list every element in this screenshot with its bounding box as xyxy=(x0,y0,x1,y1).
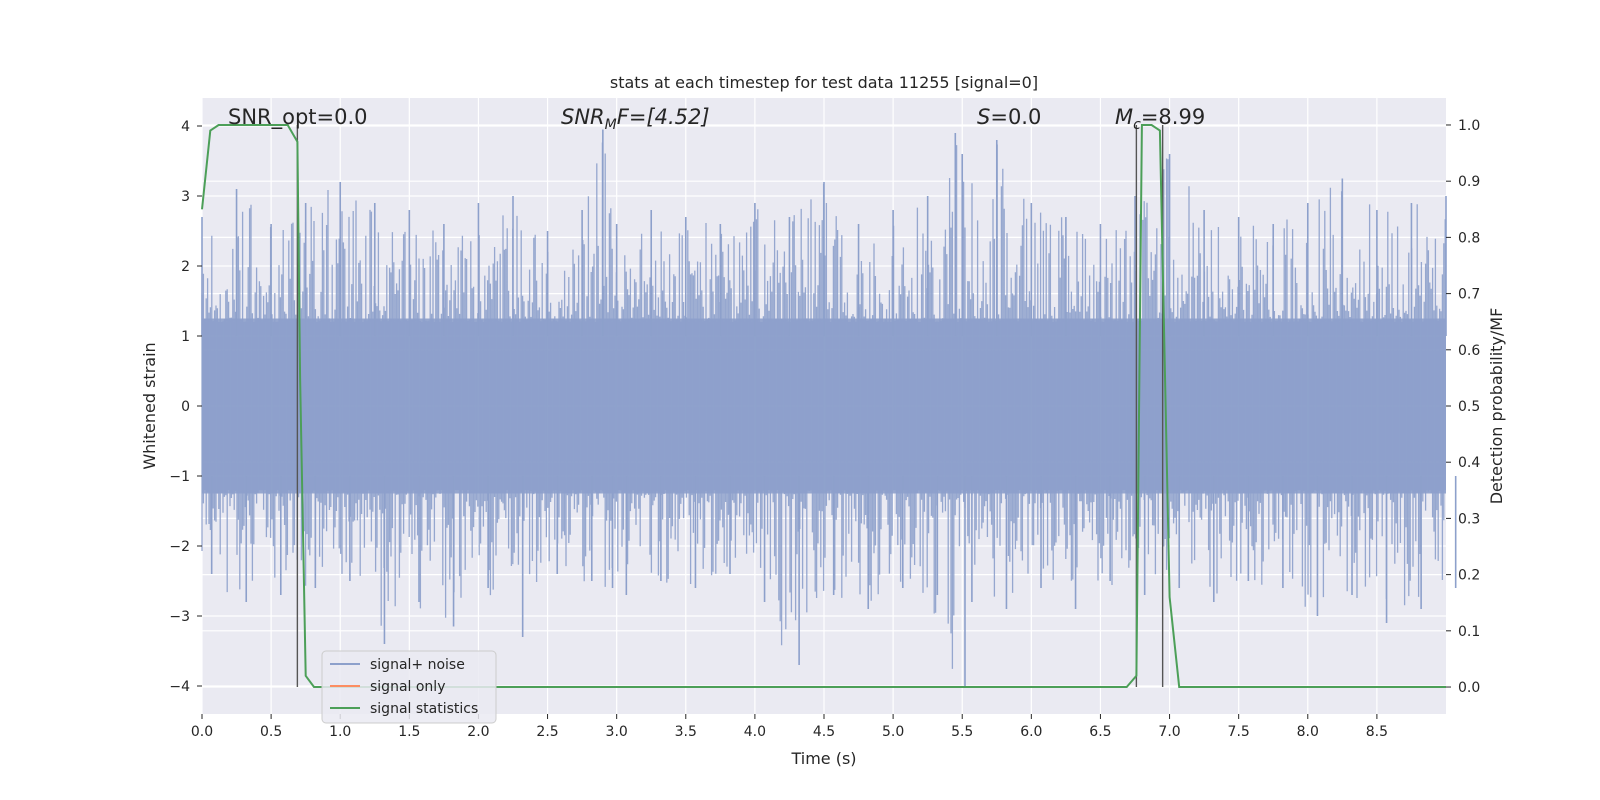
legend-box xyxy=(321,650,497,724)
legend-label-noise: signal+ noise xyxy=(370,657,465,673)
x-tick-label-17: 8.5 xyxy=(1366,724,1388,740)
y-tick-label-7: 3 xyxy=(181,189,190,205)
y2-tick-label-0: 0.0 xyxy=(1458,680,1480,696)
x-tick-label-11: 5.5 xyxy=(951,724,973,740)
x-tick-label-9: 4.5 xyxy=(813,724,835,740)
x-tick-label-4: 2.0 xyxy=(467,724,489,740)
y-tick-label-2: −2 xyxy=(169,539,190,555)
annotation-s-main: S xyxy=(977,105,990,129)
y2-tick-label-6: 0.6 xyxy=(1458,343,1480,359)
x-tick-label-14: 7.0 xyxy=(1158,724,1180,740)
annotation-snr-mf-main: SNR xyxy=(561,105,605,129)
y-tick-label-1: −3 xyxy=(169,609,190,625)
annotation-s: S=0.0 xyxy=(977,105,1041,129)
y2-tick-label-2: 0.2 xyxy=(1458,568,1480,584)
y2-tick-label-4: 0.4 xyxy=(1458,455,1480,471)
x-tick-label-2: 1.0 xyxy=(329,724,351,740)
legend-label-signal-only: signal only xyxy=(370,679,445,695)
y2-axis-ticks: 0.0 0.1 0.2 0.3 0.4 0.5 0.6 0.7 0.8 0.9 1.0 xyxy=(1446,118,1480,696)
chart-title: stats at each timestep for test data 112… xyxy=(610,73,1038,92)
y-tick-label-3: −1 xyxy=(169,469,190,485)
x-tick-label-16: 8.0 xyxy=(1297,724,1319,740)
y-tick-label-4: 0 xyxy=(181,399,190,415)
x-tick-label-6: 3.0 xyxy=(606,724,628,740)
x-tick-label-8: 4.0 xyxy=(744,724,766,740)
x-axis-label: Time (s) xyxy=(790,749,856,768)
y-axis-label: Whitened strain xyxy=(140,342,159,469)
y2-tick-label-10: 1.0 xyxy=(1458,118,1480,134)
x-tick-label-13: 6.5 xyxy=(1089,724,1111,740)
annotation-snr-mf: SNRMF=[4.52] xyxy=(561,105,710,133)
x-tick-label-3: 1.5 xyxy=(398,724,420,740)
y2-tick-label-3: 0.3 xyxy=(1458,511,1480,527)
noise-trace xyxy=(201,142,1446,669)
series-signal-statistics xyxy=(201,124,1446,688)
y2-tick-label-8: 0.8 xyxy=(1458,230,1480,246)
y-tick-label-5: 1 xyxy=(181,329,190,345)
x-tick-label-1: 0.5 xyxy=(260,724,282,740)
annotation-mc-tail: =8.99 xyxy=(1141,105,1205,129)
x-tick-label-0: 0.0 xyxy=(191,724,213,740)
y2-tick-label-9: 0.9 xyxy=(1458,174,1480,190)
annotation-mc: Mc=8.99 xyxy=(1115,105,1205,133)
y2-tick-label-1: 0.1 xyxy=(1458,624,1480,640)
annotation-snr-mf-f: F=[4.52] xyxy=(617,105,710,129)
y2-axis-label: Detection probability/MF xyxy=(1487,308,1506,505)
series-signal-noise xyxy=(201,129,1457,686)
annotation-mc-sub: c xyxy=(1133,117,1141,133)
x-tick-label-5: 2.5 xyxy=(536,724,558,740)
x-tick-label-15: 7.5 xyxy=(1228,724,1250,740)
stats-line xyxy=(201,124,1446,688)
legend: signal+ noise signal only signal statist… xyxy=(321,650,497,724)
x-tick-label-10: 5.0 xyxy=(882,724,904,740)
legend-label-stats: signal statistics xyxy=(370,701,478,717)
annotation-mc-main: M xyxy=(1115,105,1133,129)
annotation-snr-opt: SNR_opt=0.0 xyxy=(228,105,368,130)
x-tick-label-7: 3.5 xyxy=(675,724,697,740)
y-axis-ticks: −4 −3 −2 −1 0 1 2 3 4 xyxy=(169,119,202,695)
annotation-s-tail: =0.0 xyxy=(990,105,1041,129)
y-tick-label-6: 2 xyxy=(181,259,190,275)
y2-tick-label-5: 0.5 xyxy=(1458,399,1480,415)
annotation-snr-mf-sub: M xyxy=(605,117,617,133)
y-tick-label-0: −4 xyxy=(169,679,190,695)
x-tick-label-12: 6.0 xyxy=(1020,724,1042,740)
y-tick-label-8: 4 xyxy=(181,119,190,135)
y2-tick-label-7: 0.7 xyxy=(1458,287,1480,303)
